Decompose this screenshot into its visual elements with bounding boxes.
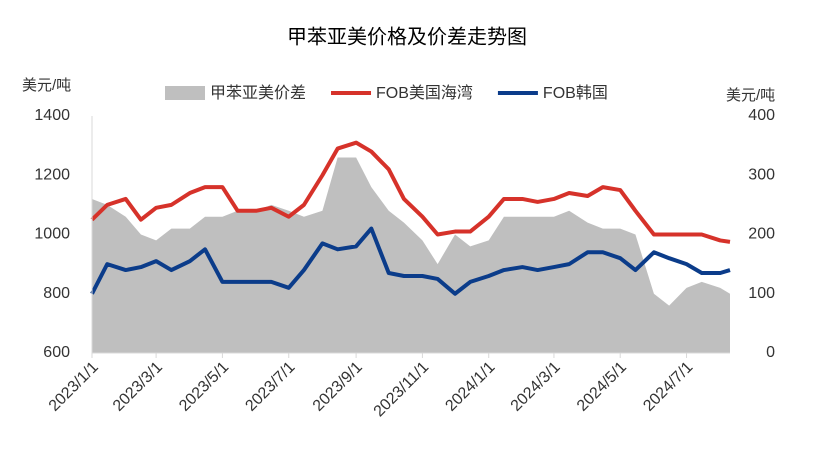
y-axis-label: 美元/吨 bbox=[22, 77, 71, 94]
y-tick-label: 1400 bbox=[34, 107, 70, 124]
legend-label: FOB韩国 bbox=[543, 84, 608, 102]
x-tick-label: 2023/1/1 bbox=[46, 359, 102, 415]
y2-tick-label: 200 bbox=[748, 226, 775, 243]
line bbox=[90, 226, 731, 296]
y-tick-label: 800 bbox=[43, 285, 70, 302]
y2-axis-label: 美元/吨 bbox=[726, 87, 775, 104]
x-tick-label: 2024/5/1 bbox=[574, 359, 630, 415]
y-tick-label: 1000 bbox=[34, 226, 70, 243]
y2-tick-label: 300 bbox=[748, 166, 775, 183]
y2-tick-label: 0 bbox=[766, 344, 775, 361]
y2-tick-label: 100 bbox=[748, 285, 775, 302]
x-tick-label: 2024/1/1 bbox=[442, 359, 498, 415]
legend-label: 甲苯亚美价差 bbox=[210, 84, 306, 102]
x-tick-label: 2024/7/1 bbox=[640, 359, 696, 415]
area bbox=[92, 157, 730, 353]
x-tick-label: 2023/3/1 bbox=[110, 359, 166, 415]
line bbox=[90, 140, 731, 244]
x-tick-label: 2023/9/1 bbox=[310, 359, 366, 415]
legend-label: FOB美国海湾 bbox=[376, 84, 473, 102]
chart-title: 甲苯亚美价格及价差走势图 bbox=[287, 25, 527, 48]
y2-tick-label: 400 bbox=[748, 107, 775, 124]
legend-swatch bbox=[165, 86, 205, 100]
x-tick-label: 2023/5/1 bbox=[176, 359, 232, 415]
x-tick-label: 2023/11/1 bbox=[371, 359, 433, 421]
y-tick-label: 600 bbox=[43, 344, 70, 361]
y-tick-label: 1200 bbox=[34, 166, 70, 183]
x-tick-label: 2024/3/1 bbox=[508, 359, 564, 415]
x-tick-label: 2023/7/1 bbox=[242, 359, 298, 415]
